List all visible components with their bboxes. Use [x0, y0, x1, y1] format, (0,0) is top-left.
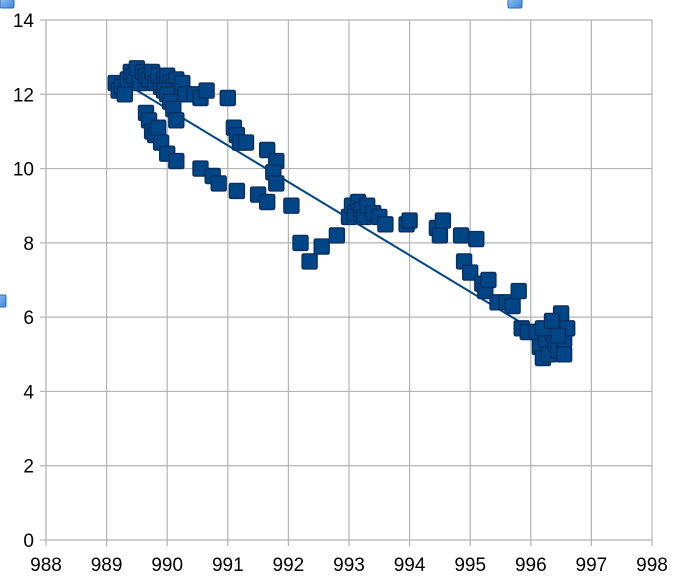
x-tick-label: 992 [273, 555, 305, 576]
data-point [301, 253, 318, 270]
data-point [313, 238, 330, 255]
data-point [149, 119, 167, 136]
data-point [549, 327, 567, 344]
data-point [259, 193, 276, 211]
data-point [434, 212, 452, 229]
x-tick-label: 996 [515, 555, 547, 576]
data-point [468, 230, 485, 248]
selection-handles[interactable] [0, 0, 523, 308]
data-point [377, 216, 394, 233]
data-point [543, 312, 561, 330]
gridlines [46, 19, 653, 540]
x-tick-label: 994 [394, 555, 426, 576]
x-tick-label: 988 [30, 555, 62, 576]
data-point [237, 134, 255, 151]
selection-handle[interactable] [0, 0, 15, 9]
y-tick-label: 2 [23, 457, 34, 478]
data-point [283, 197, 300, 214]
y-tick-label: 12 [13, 85, 34, 106]
y-tick-label: 8 [23, 234, 34, 255]
data-point [198, 82, 215, 99]
y-tick-label: 0 [23, 531, 34, 552]
data-point [555, 346, 573, 363]
data-point [228, 182, 246, 200]
y-tick-label: 14 [13, 11, 35, 32]
data-point [401, 212, 418, 229]
data-points [107, 60, 576, 367]
data-point [480, 271, 497, 289]
y-axis-tick-labels: 0 2 4 6 8 10 12 14 [13, 11, 35, 552]
y-tick-label: 4 [23, 382, 34, 403]
x-tick-label: 990 [151, 555, 183, 576]
data-point [268, 175, 285, 192]
data-point [431, 227, 449, 244]
x-axis-tick-labels: 988 989 990 991 992 993 994 995 996 997 998 [30, 555, 668, 576]
y-tick-label: 10 [13, 160, 34, 181]
data-point [168, 112, 185, 129]
data-point [510, 282, 527, 300]
data-point [219, 89, 237, 107]
x-tick-label: 991 [212, 555, 244, 576]
x-tick-label: 993 [333, 555, 365, 576]
data-point [452, 227, 470, 244]
y-tick-label: 6 [23, 308, 34, 329]
data-point [504, 297, 521, 315]
data-point [328, 227, 346, 244]
x-tick-label: 995 [454, 555, 486, 576]
data-point [292, 234, 309, 252]
data-point [462, 264, 479, 281]
selection-handle[interactable] [0, 294, 7, 308]
x-tick-label: 997 [576, 555, 608, 576]
data-point [210, 175, 227, 192]
selection-handle[interactable] [507, 0, 523, 9]
data-point [116, 86, 134, 103]
x-tick-label: 989 [91, 555, 123, 576]
data-point [168, 152, 185, 170]
axes [40, 19, 653, 546]
x-tick-label: 998 [636, 555, 668, 576]
